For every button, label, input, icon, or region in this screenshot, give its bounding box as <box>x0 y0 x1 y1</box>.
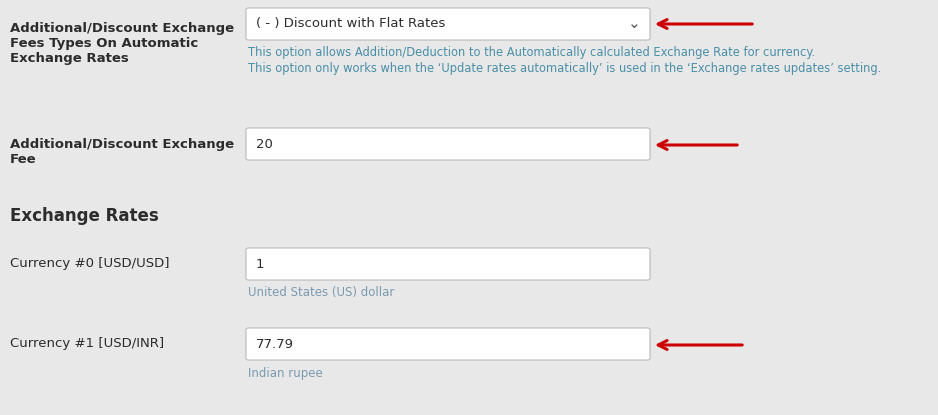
FancyBboxPatch shape <box>246 328 650 360</box>
Text: Fee: Fee <box>10 153 37 166</box>
Text: Exchange Rates: Exchange Rates <box>10 207 159 225</box>
Text: 20: 20 <box>256 137 273 151</box>
FancyBboxPatch shape <box>246 8 650 40</box>
Text: This option only works when the ‘Update rates automatically’ is used in the ‘Exc: This option only works when the ‘Update … <box>248 62 881 75</box>
Text: Currency #1 [USD/INR]: Currency #1 [USD/INR] <box>10 337 164 350</box>
FancyBboxPatch shape <box>246 128 650 160</box>
Text: 77.79: 77.79 <box>256 337 294 351</box>
FancyBboxPatch shape <box>246 248 650 280</box>
Text: United States (US) dollar: United States (US) dollar <box>248 286 394 299</box>
Text: Currency #0 [USD/USD]: Currency #0 [USD/USD] <box>10 257 170 270</box>
Text: Exchange Rates: Exchange Rates <box>10 52 129 65</box>
Text: Additional/Discount Exchange: Additional/Discount Exchange <box>10 22 234 35</box>
Text: Fees Types On Automatic: Fees Types On Automatic <box>10 37 198 50</box>
Text: Indian rupee: Indian rupee <box>248 367 323 380</box>
Text: ⌄: ⌄ <box>628 17 641 32</box>
Text: This option allows Addition/Deduction to the Automatically calculated Exchange R: This option allows Addition/Deduction to… <box>248 46 815 59</box>
Text: Additional/Discount Exchange: Additional/Discount Exchange <box>10 138 234 151</box>
Text: ( - ) Discount with Flat Rates: ( - ) Discount with Flat Rates <box>256 17 446 30</box>
Text: 1: 1 <box>256 257 265 271</box>
